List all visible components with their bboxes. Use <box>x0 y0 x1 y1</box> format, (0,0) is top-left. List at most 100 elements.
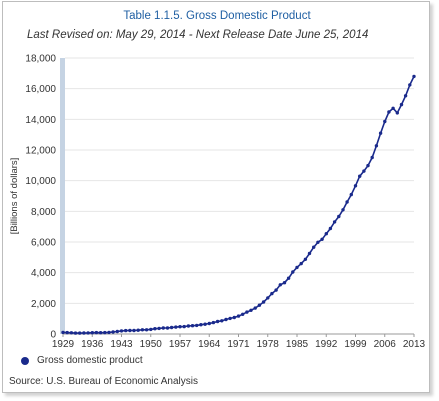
data-point <box>203 322 207 326</box>
y-axis-band <box>60 58 65 334</box>
x-tick-label: 1992 <box>315 339 338 350</box>
data-point <box>403 94 408 98</box>
data-point <box>299 261 303 266</box>
data-point <box>186 324 191 328</box>
data-point <box>153 327 157 331</box>
data-point <box>73 331 78 335</box>
data-point <box>115 329 120 334</box>
data-point <box>245 310 249 314</box>
data-point <box>241 312 245 316</box>
y-tick-label: 12,000 <box>25 146 56 157</box>
data-point <box>169 325 174 330</box>
data-point <box>295 265 299 270</box>
x-tick-label: 1971 <box>227 339 250 350</box>
data-point <box>61 330 65 335</box>
y-tick-label: 2,000 <box>31 299 56 310</box>
data-point <box>111 330 115 334</box>
data-point <box>103 330 107 335</box>
data-point <box>391 106 395 111</box>
y-tick-label: 14,000 <box>25 115 56 126</box>
data-point <box>157 326 161 331</box>
data-point <box>291 270 295 274</box>
data-point <box>132 328 136 333</box>
data-point <box>362 169 366 173</box>
data-point <box>303 257 308 261</box>
data-point <box>370 155 374 160</box>
data-point <box>266 296 270 300</box>
x-tick-label: 1936 <box>81 339 104 350</box>
data-point <box>312 245 316 249</box>
y-tick-label: 0 <box>50 330 56 341</box>
y-tick-label: 10,000 <box>25 176 56 187</box>
chart-subtitle: Last Revised on: May 29, 2014 - Next Rel… <box>27 29 369 41</box>
data-point <box>190 324 195 328</box>
data-point <box>195 323 199 328</box>
data-point <box>270 291 274 296</box>
data-point <box>332 220 337 224</box>
x-tick-label: 1957 <box>169 339 192 350</box>
data-point <box>345 200 349 204</box>
data-point <box>261 300 266 304</box>
x-tick-label: 1964 <box>198 339 221 350</box>
data-point <box>412 74 416 79</box>
data-point <box>65 330 69 335</box>
data-point <box>366 163 370 168</box>
data-point <box>119 329 124 333</box>
data-point <box>257 303 262 307</box>
data-point <box>94 330 99 335</box>
data-point <box>78 331 82 335</box>
x-tick-label: 2006 <box>374 339 397 350</box>
data-point <box>358 174 362 178</box>
data-point <box>337 214 341 219</box>
data-point <box>378 131 383 135</box>
data-point <box>399 102 404 107</box>
source-note: Source: U.S. Bureau of Economic Analysis <box>9 376 198 387</box>
data-point <box>278 283 282 287</box>
data-point <box>211 320 216 325</box>
data-point <box>316 240 320 244</box>
data-point <box>383 119 387 124</box>
data-point <box>374 144 379 148</box>
y-tick-label: 18,000 <box>25 54 56 65</box>
data-point <box>286 276 291 280</box>
legend-marker-icon <box>21 356 29 365</box>
data-point <box>341 208 345 212</box>
data-point <box>199 323 203 327</box>
data-point <box>253 306 257 310</box>
data-point <box>124 328 128 333</box>
data-point <box>140 328 145 332</box>
chart-frame: Table 1.1.5. Gross Domestic Product Last… <box>2 1 430 393</box>
data-point <box>324 232 328 236</box>
data-point <box>220 319 224 323</box>
x-tick-label: 1950 <box>140 339 163 350</box>
legend[interactable]: Gross domestic product <box>21 355 143 366</box>
data-point <box>249 308 253 312</box>
data-point <box>69 331 74 335</box>
data-point <box>178 325 182 329</box>
data-point <box>207 321 211 326</box>
data-point <box>353 184 358 188</box>
data-point <box>86 331 90 335</box>
data-point <box>387 110 391 114</box>
data-point <box>90 331 95 335</box>
data-point <box>408 83 412 87</box>
data-point <box>174 325 178 329</box>
y-tick-label: 6,000 <box>31 238 56 249</box>
data-point <box>307 251 312 256</box>
data-point <box>395 111 399 115</box>
data-point <box>282 281 287 285</box>
x-tick-label: 1929 <box>52 339 75 350</box>
y-tick-label: 4,000 <box>31 268 56 279</box>
y-tick-label: 16,000 <box>25 84 56 95</box>
data-point <box>161 326 165 330</box>
data-point <box>107 330 111 335</box>
y-axis-label: [Billions of dollars] <box>9 158 20 235</box>
legend-label: Gross domestic product <box>37 355 143 366</box>
data-point <box>82 331 86 335</box>
data-point <box>274 288 278 292</box>
series-line <box>62 76 415 334</box>
data-point <box>128 328 132 333</box>
data-point <box>149 327 153 332</box>
data-point <box>320 237 324 241</box>
data-point <box>98 331 103 335</box>
